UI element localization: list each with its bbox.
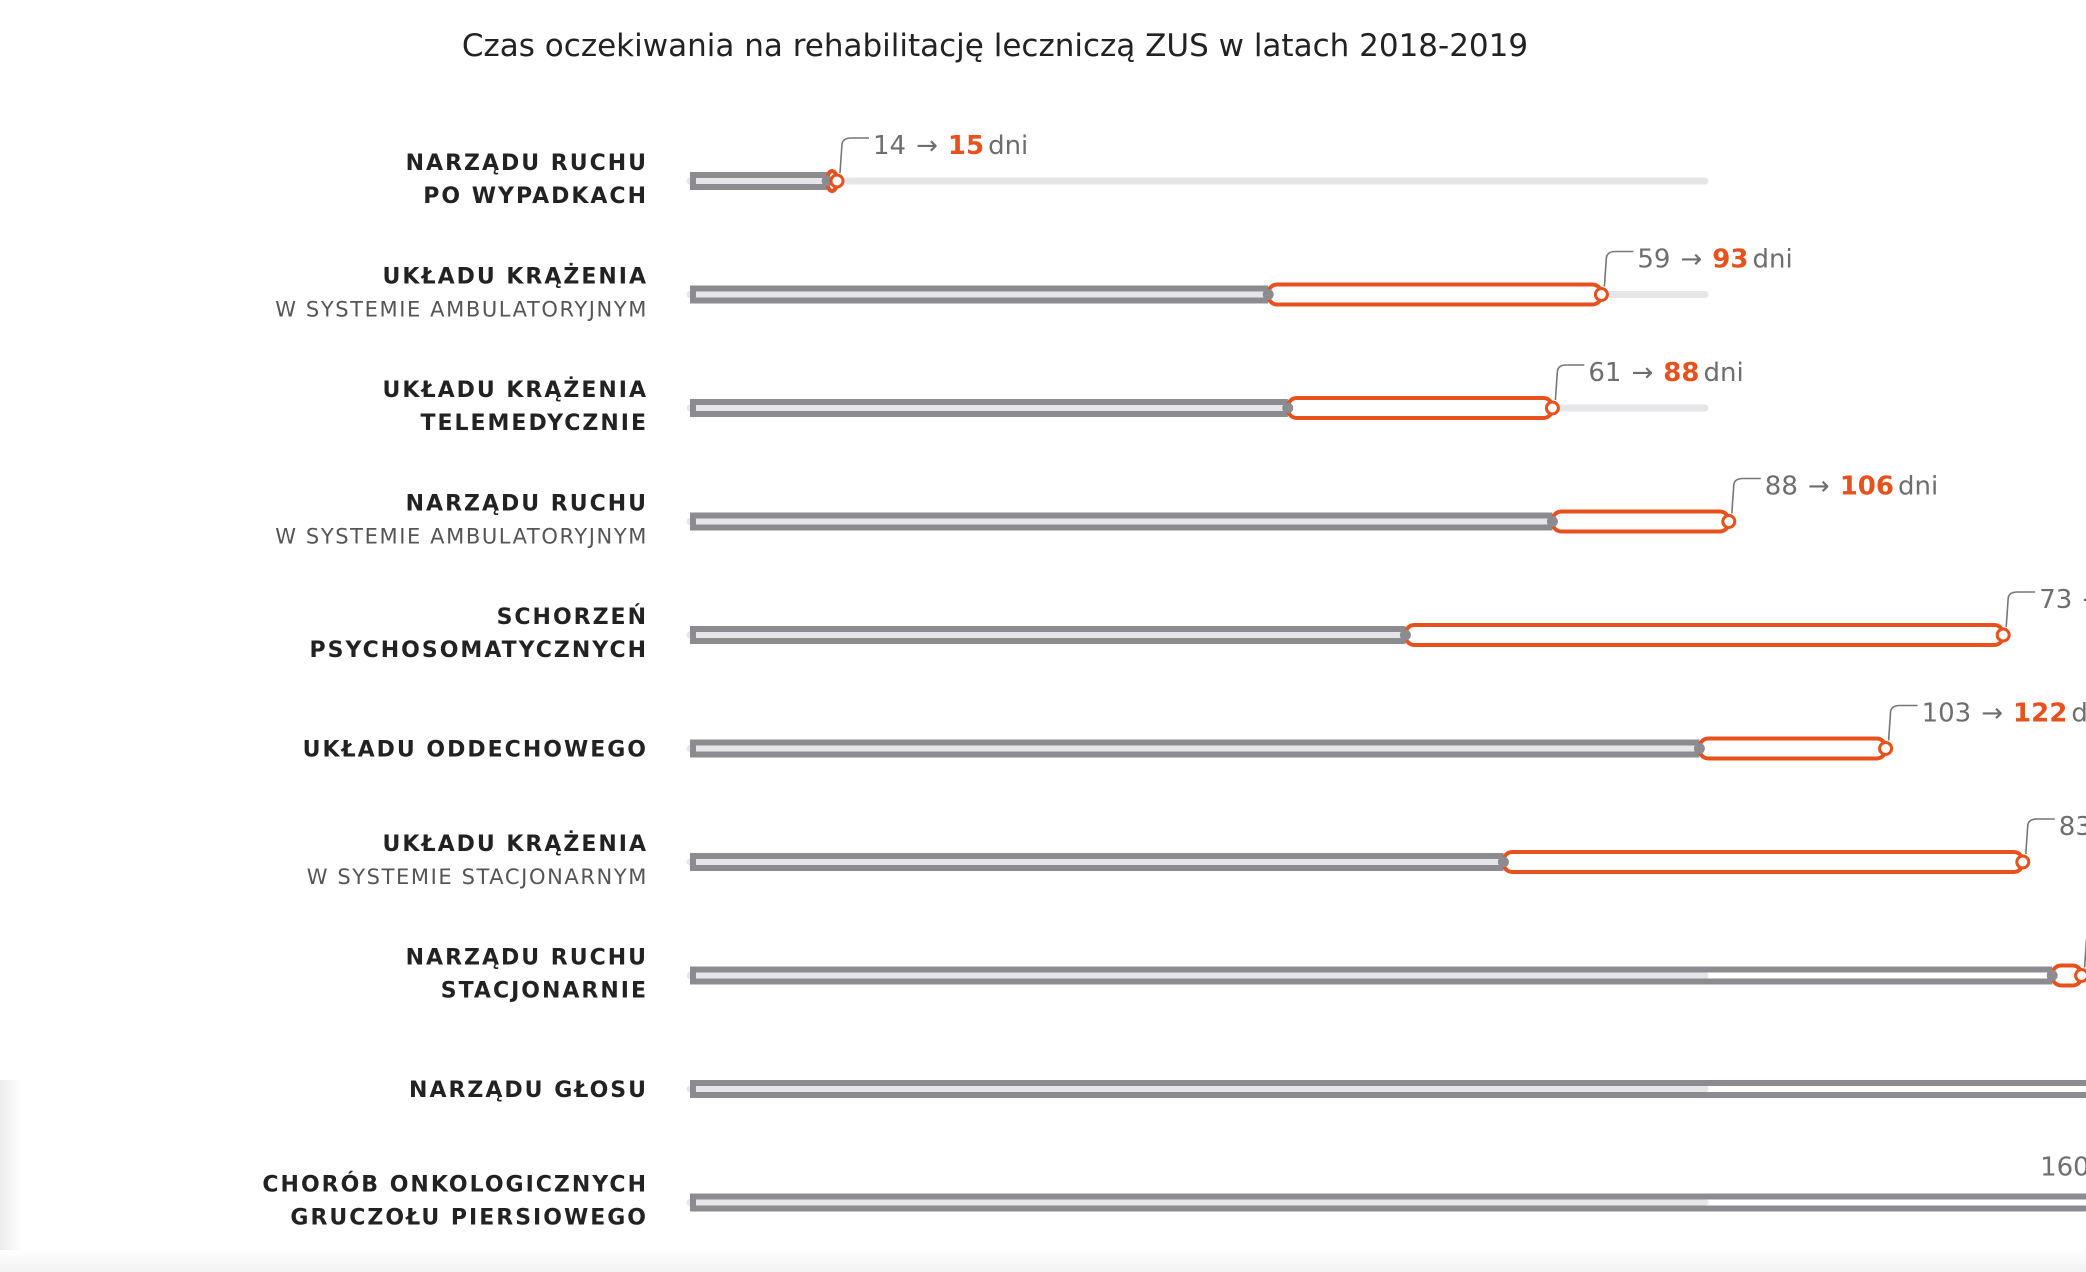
marker-2019 [2074, 968, 2086, 983]
category-label-line2: PSYCHOSOMATYCZNYCH [310, 638, 649, 663]
value-label: 88 → 106 dni [1765, 472, 1938, 502]
marker-2019 [1544, 400, 1560, 416]
page-edge-shadow [0, 1080, 24, 1272]
category-label-line1: NARZĄDU RUCHU [406, 151, 648, 176]
marker-2018 [1262, 289, 1274, 300]
value-leader-line [839, 137, 869, 174]
page-bottom-shadow [0, 1250, 2086, 1272]
bar-base-cap [690, 628, 696, 642]
bar-change-segment [1697, 736, 1888, 761]
marker-2018 [821, 175, 833, 187]
value-leader-line [2025, 818, 2055, 855]
marker-2019 [829, 173, 845, 189]
category-label-line1: NARZĄDU RUCHU [406, 492, 648, 517]
bar-base-cap [690, 514, 696, 529]
category-label-line2: STACJONARNIE [441, 979, 648, 1004]
marker-2018 [1399, 629, 1411, 641]
marker-2019 [2015, 854, 2031, 870]
marker-2018 [1693, 743, 1705, 754]
bar-base-cap [690, 1195, 696, 1210]
value-leader-line [1887, 704, 1918, 741]
category-label-line1: CHORÓB ONKOLOGICZNYCH [262, 1172, 648, 1198]
value-label: 61 → 88 dni [1588, 358, 1743, 388]
category-label-line1: UKŁADU KRĄŻENIA [383, 831, 648, 857]
marker-2018 [1497, 856, 1509, 868]
bar-change-segment [1266, 282, 1604, 307]
value-label: 14 → 15 dni [873, 131, 1028, 161]
bar-change-segment [1285, 396, 1555, 420]
marker-2018 [1282, 402, 1294, 414]
category-label-line1: UKŁADU KRĄŻENIA [383, 264, 648, 290]
category-label-line1: NARZĄDU GŁOSU [409, 1078, 648, 1103]
bar-base-cap [690, 174, 696, 188]
bar-change-segment [1550, 509, 1731, 534]
value-label: 73→134dni [2039, 585, 2086, 615]
bar-base-cap [690, 855, 696, 869]
category-label-line1: UKŁADU ODDECHOWEGO [303, 738, 648, 763]
category-label-line2: W SYSTEMIE AMBULATORYJNYM [275, 298, 648, 322]
value-label: 59 → 93 dni [1637, 245, 1792, 275]
value-label: 160→149dni [2040, 1153, 2086, 1183]
bar-base-cap [690, 287, 696, 302]
value-leader-line [1603, 250, 1634, 287]
category-label-line2: GRUCZOŁU PIERSIOWEGO [290, 1206, 648, 1231]
marker-2018 [2046, 970, 2058, 981]
marker-2018 [1546, 516, 1558, 527]
marker-2019 [1995, 627, 2011, 643]
bar-change-segment [1403, 623, 2006, 647]
bar-base-cap [690, 741, 696, 756]
value-leader-line [1731, 477, 1761, 514]
bar-base-cap [690, 968, 696, 983]
bar-base-cap [690, 401, 696, 415]
category-label-line1: UKŁADU KRĄŻENIA [383, 377, 648, 403]
bar-base-cap [690, 1082, 696, 1096]
bar-change-segment [1501, 850, 2025, 874]
value-label: 83→136dni [2059, 812, 2086, 842]
category-label-line1: SCHORZEŃ [497, 604, 648, 630]
marker-2019 [1878, 741, 1894, 756]
value-leader-line [1554, 364, 1585, 401]
chart-title: Czas oczekiwania na rehabilitację leczni… [461, 28, 1529, 64]
value-leader-line [2005, 591, 2036, 628]
marker-2019 [1593, 287, 1609, 302]
category-label-line1: NARZĄDU RUCHU [406, 946, 648, 971]
category-label-line2: PO WYPADKACH [423, 184, 648, 209]
category-label-line2: W SYSTEMIE AMBULATORYJNYM [275, 525, 648, 549]
category-label-line2: TELEMEDYCZNIE [420, 411, 648, 436]
value-label: 103→122dni [1922, 699, 2086, 729]
marker-2019 [1721, 514, 1737, 529]
category-label-line2: W SYSTEMIE STACJONARNYM [307, 865, 648, 889]
